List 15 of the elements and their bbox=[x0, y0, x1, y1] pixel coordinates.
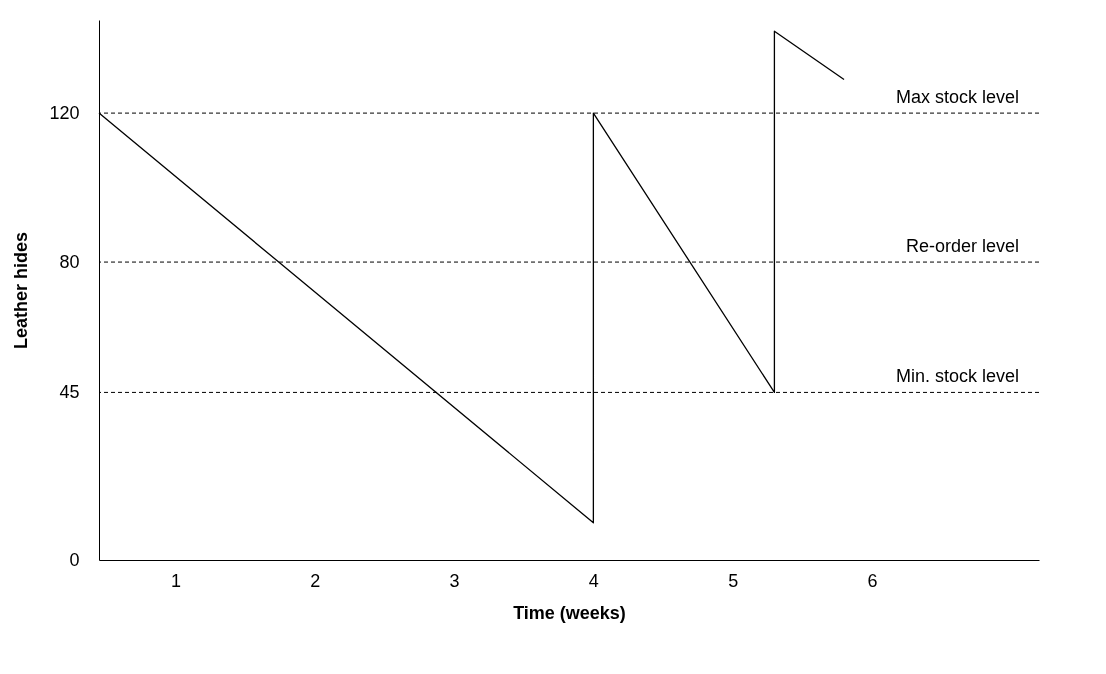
y-tick-label: 0 bbox=[69, 549, 80, 570]
y-tick-label: 80 bbox=[59, 251, 80, 272]
ref-line-label: Max stock level bbox=[895, 87, 1019, 108]
x-axis-title: Time (weeks) bbox=[513, 602, 626, 623]
y-tick-label: 45 bbox=[59, 381, 80, 402]
x-tick-label: 3 bbox=[449, 570, 460, 591]
x-tick-label: 2 bbox=[310, 570, 321, 591]
x-tick-label: 5 bbox=[728, 570, 739, 591]
x-tick-label: 1 bbox=[171, 570, 182, 591]
y-tick-label: 120 bbox=[49, 102, 80, 123]
ref-line-label: Re-order level bbox=[905, 236, 1019, 257]
ref-line-label: Min. stock level bbox=[895, 366, 1019, 387]
y-axis-title: Leather hides bbox=[11, 231, 32, 350]
x-tick-label: 4 bbox=[588, 570, 599, 591]
x-tick-label: 6 bbox=[867, 570, 878, 591]
